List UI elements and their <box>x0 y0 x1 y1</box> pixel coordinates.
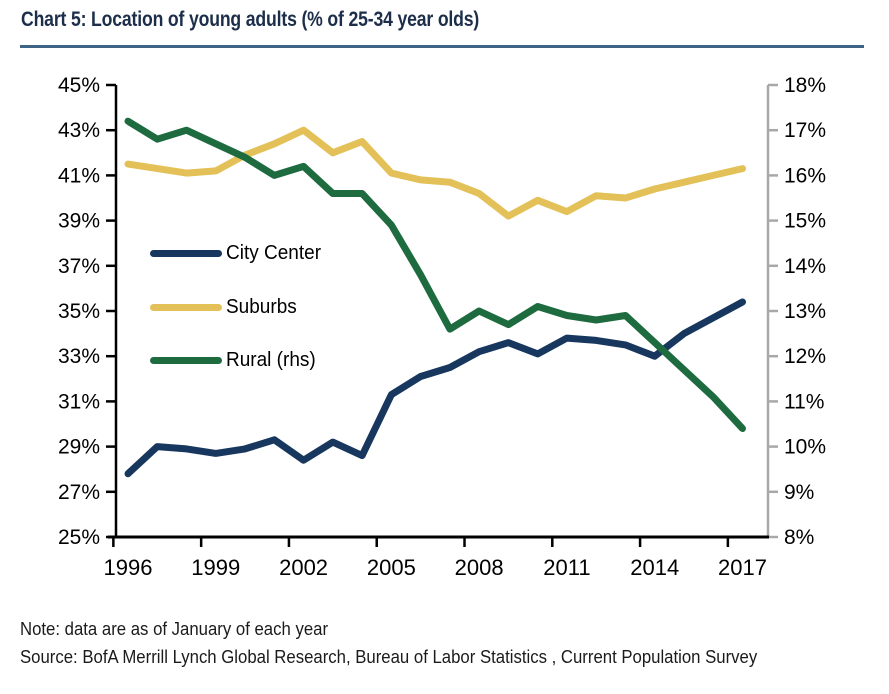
chart-note: Note: data are as of January of each yea… <box>20 619 329 639</box>
right-axis-label: 18% <box>784 74 826 97</box>
legend-label-suburbs: Suburbs <box>226 295 297 318</box>
left-axis-label: 25% <box>58 526 100 549</box>
left-axis-label: 41% <box>58 164 100 187</box>
x-axis-label: 2005 <box>367 555 416 580</box>
left-axis-label: 39% <box>58 210 100 233</box>
city-center-line-swatch <box>150 249 222 257</box>
legend-item-rural: Rural (rhs) <box>150 347 320 373</box>
x-axis-label: 2014 <box>630 555 679 580</box>
legend-label-rural: Rural (rhs) <box>226 348 316 371</box>
series-line-rural-rhs <box>124 117 746 432</box>
x-axis-label: 2011 <box>543 555 590 580</box>
right-axis-label: 13% <box>784 300 826 323</box>
chart-title: Chart 5: Location of young adults (% of … <box>21 8 480 31</box>
right-axis-label: 10% <box>784 436 826 459</box>
left-axis-label: 27% <box>58 481 100 504</box>
right-axis-label: 17% <box>784 119 826 142</box>
left-axis-label: 29% <box>58 436 100 459</box>
title-underline <box>20 45 864 48</box>
series-line-city-center <box>124 298 746 478</box>
right-axis-label: 14% <box>784 255 826 278</box>
left-axis-label: 31% <box>58 390 100 413</box>
legend-item-city-center: City Center <box>150 240 326 266</box>
chart-source: Source: BofA Merrill Lynch Global Resear… <box>20 647 758 667</box>
right-axis-label: 8% <box>784 526 814 549</box>
left-axis-label: 35% <box>58 300 100 323</box>
left-axis-label: 43% <box>58 119 100 142</box>
right-axis-label: 9% <box>784 481 814 504</box>
x-axis-label: 2017 <box>718 555 767 580</box>
x-axis-label: 2002 <box>279 555 328 580</box>
right-axis-label: 16% <box>784 164 826 187</box>
legend-label-city-center: City Center <box>226 241 322 264</box>
left-axis-label: 33% <box>58 345 100 368</box>
series-line-suburbs <box>124 126 746 220</box>
right-axis-label: 15% <box>784 210 826 233</box>
x-axis-label: 1999 <box>191 555 240 580</box>
suburbs-line-swatch <box>150 303 222 311</box>
right-axis-label: 11% <box>784 390 824 413</box>
left-axis-label: 37% <box>58 255 100 278</box>
x-axis-label: 2008 <box>455 555 504 580</box>
left-axis-label: 45% <box>58 74 100 97</box>
x-axis-label: 1996 <box>104 555 153 580</box>
legend-item-suburbs: Suburbs <box>150 294 301 320</box>
rural-line-swatch <box>150 356 222 364</box>
right-axis-label: 12% <box>784 345 826 368</box>
